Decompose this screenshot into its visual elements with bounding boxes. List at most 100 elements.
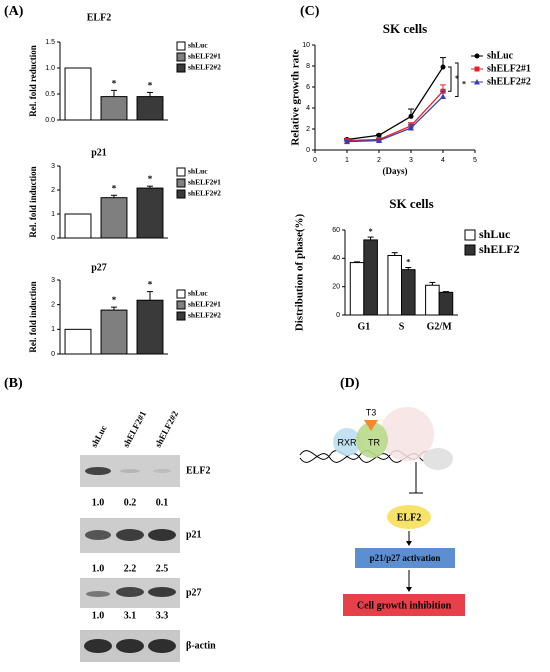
significance: * — [455, 74, 459, 83]
node-label: ELF2 — [397, 512, 421, 523]
bar — [64, 67, 92, 121]
node-label: Cell growth inhibition — [357, 600, 452, 611]
blot-row-label: ELF2 — [186, 465, 210, 476]
point — [376, 137, 382, 144]
legend-label: shELF2#1 — [487, 63, 531, 74]
lane-label: shELF2#1 — [121, 409, 149, 449]
blot-band — [148, 587, 176, 597]
x-tick-label: 2 — [377, 157, 381, 164]
point — [474, 66, 480, 72]
legend-label: shLuc — [188, 289, 208, 298]
x-tick-label: 3 — [409, 157, 413, 164]
x-tick-label: G2/M — [427, 321, 453, 332]
bar — [64, 213, 92, 239]
legend-swatch — [176, 189, 186, 199]
line — [346, 95, 444, 143]
quantification: 3.1 — [124, 610, 137, 621]
bar — [100, 197, 128, 239]
y-tick-label: 1 — [51, 326, 55, 333]
point — [440, 93, 446, 99]
y-tick-label: 10 — [302, 42, 310, 49]
blot-row-label: p21 — [186, 529, 202, 540]
y-tick-label: 2 — [51, 302, 55, 309]
blot-band — [148, 639, 176, 653]
legend-label: shLuc — [479, 227, 511, 241]
y-tick-label: 0 — [306, 147, 310, 154]
bar — [136, 187, 164, 239]
x-tick-label: S — [399, 321, 405, 332]
complex — [380, 407, 434, 461]
legend-label: shELF2#2 — [188, 63, 221, 72]
point — [440, 64, 446, 70]
elf2-node — [387, 505, 431, 529]
x-tick-label: 5 — [473, 157, 477, 164]
legend-swatch — [176, 41, 186, 51]
point — [474, 79, 480, 85]
y-tick-label: 3 — [51, 277, 55, 284]
legend-swatch — [176, 300, 186, 310]
chart-title: p21 — [91, 147, 107, 158]
y-tick-label: 8 — [306, 63, 310, 70]
point — [344, 138, 350, 145]
legend-label: shELF2#2 — [188, 311, 221, 320]
blot-band — [153, 469, 171, 473]
y-tick-label: 6 — [306, 84, 310, 91]
line — [346, 90, 444, 142]
bar — [349, 262, 365, 316]
y-axis-title: Relative growth rate — [290, 49, 302, 145]
y-axis-title: Rel. fold induction — [28, 281, 38, 352]
bracket — [448, 66, 452, 92]
panel-label: (A) — [4, 4, 24, 19]
y-tick-label: 1.5 — [45, 39, 55, 46]
y-tick-label: 2 — [306, 126, 310, 133]
legend-swatch — [176, 289, 186, 299]
y-axis-title: Rel. fold reduction — [28, 45, 38, 117]
legend-swatch — [176, 63, 186, 73]
blot-band — [85, 530, 111, 540]
bar — [136, 96, 164, 121]
significance: * — [406, 257, 410, 266]
point — [408, 113, 414, 119]
arrow-head — [406, 587, 412, 592]
x-tick-label: 4 — [441, 157, 445, 164]
legend-swatch — [176, 167, 186, 177]
legend-swatch — [176, 52, 186, 62]
y-tick-label: 1.0 — [45, 65, 55, 72]
tr-shape — [356, 422, 388, 458]
bracket — [455, 62, 459, 97]
quantification: 0.2 — [124, 497, 137, 508]
lane-label: shLuc — [89, 423, 109, 448]
blot-row-label: p27 — [186, 587, 202, 598]
quantification: 1.0 — [92, 610, 105, 621]
lane-label: shELF2#2 — [153, 409, 181, 449]
panel-label: (D) — [340, 376, 360, 391]
t3-shape — [364, 420, 378, 431]
bar — [100, 309, 128, 355]
y-axis-title: Rel. fold induction — [28, 166, 38, 237]
x-tick-label: G1 — [357, 321, 370, 332]
blot-band — [116, 639, 144, 653]
y-tick-label: 4 — [306, 105, 310, 112]
quantification: 2.5 — [156, 563, 169, 574]
y-tick-label: 60 — [332, 227, 340, 234]
legend-swatch — [464, 229, 476, 241]
blot-band — [86, 591, 110, 597]
bar — [136, 299, 164, 355]
significance: * — [462, 80, 466, 89]
bar — [363, 239, 378, 316]
legend-swatch — [176, 311, 186, 321]
chart-title: SK cells — [389, 196, 433, 211]
dna-strand — [299, 453, 437, 463]
chart-title: SK cells — [383, 21, 427, 36]
legend-label: shLuc — [188, 41, 208, 50]
y-tick-label: 0 — [51, 351, 55, 358]
node-label: T3 — [366, 407, 377, 417]
y-tick-label: 40 — [332, 255, 340, 262]
activation-node — [355, 548, 455, 568]
x-tick-label: 1 — [345, 157, 349, 164]
y-tick-label: 3 — [51, 163, 55, 170]
node-label: RXR — [337, 437, 357, 447]
y-tick-label: 0.5 — [45, 91, 55, 98]
line — [346, 66, 444, 141]
